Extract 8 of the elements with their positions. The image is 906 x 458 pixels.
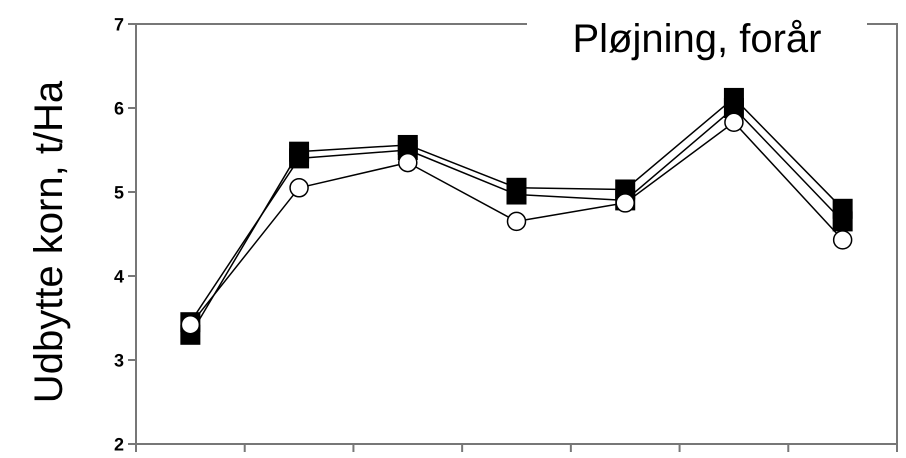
y-tick-label: 3 (114, 350, 124, 370)
chart-title: Pløjning, forår (572, 17, 822, 61)
y-tick-label: 6 (114, 98, 124, 118)
y-tick-label: 5 (114, 182, 124, 202)
y-tick-label: 7 (114, 14, 124, 34)
y-tick-label: 2 (114, 434, 124, 454)
y-axis-title: Udbytte korn, t/Ha (27, 80, 71, 404)
y-tick-label: 4 (114, 266, 124, 286)
